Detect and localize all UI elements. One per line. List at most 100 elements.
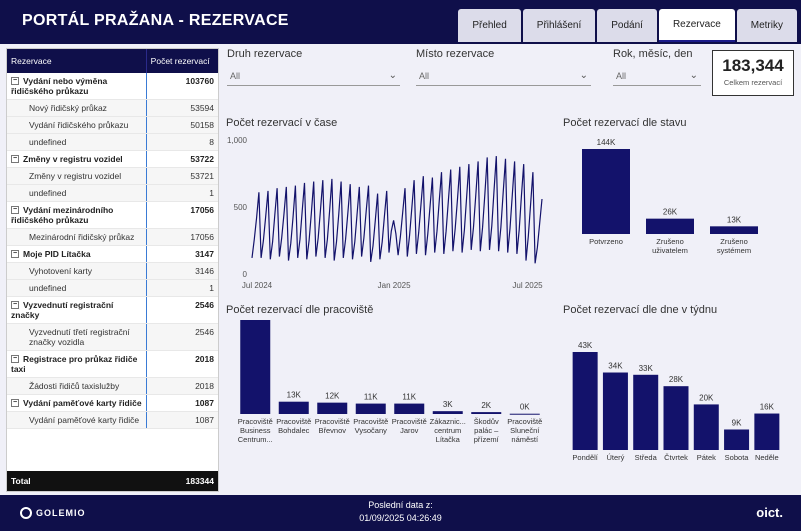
data-label: 43K: [578, 341, 593, 350]
x-tick-label: Jul 2025: [512, 281, 543, 290]
golemio-logo[interactable]: GOLEMIO: [20, 507, 86, 519]
bar: [240, 320, 271, 414]
workplace-chart[interactable]: 131KPracovištěBusinessCentrum...13KPraco…: [236, 320, 566, 495]
table-row[interactable]: Vydání paměťové karty řidiče 1087: [7, 412, 218, 429]
bar: [710, 226, 758, 234]
line-chart[interactable]: 0 500 1,000 Jul 2024 Jan 2025 Jul 2025: [222, 132, 552, 297]
collapse-icon[interactable]: −: [11, 206, 19, 214]
category-label: Středa: [635, 453, 658, 462]
data-label: 11K: [364, 393, 378, 402]
bar: [509, 413, 540, 415]
collapse-icon[interactable]: −: [11, 399, 19, 407]
collapse-icon[interactable]: −: [11, 250, 19, 258]
column-header-pocet[interactable]: Počet rezervací: [145, 49, 218, 73]
bar: [582, 149, 630, 234]
row-value: 1087: [145, 412, 218, 428]
table-group-row[interactable]: − Změny v registru vozidel 53722: [7, 151, 218, 168]
filter-druh-select[interactable]: All ⌄: [227, 66, 400, 86]
table-group-row[interactable]: − Moje PID Lítačka 3147: [7, 246, 218, 263]
golemio-logo-text: GOLEMIO: [36, 508, 86, 518]
status-chart[interactable]: 144K Potvrzeno 26K Zrušeno uživatelem 13K Zruš…: [574, 136, 794, 306]
bar: [394, 403, 425, 414]
data-label: 3K: [443, 400, 453, 409]
filter-misto-select[interactable]: All ⌄: [416, 66, 591, 86]
status-chart-title: Počet rezervací dle stavu: [563, 117, 687, 129]
table-group-row[interactable]: − Registrace pro průkaz řidiče taxi 2018: [7, 351, 218, 378]
table-row[interactable]: Změny v registru vozidel 53721: [7, 168, 218, 185]
data-label: 0K: [520, 403, 530, 412]
category-label: Zákaznic... centrum Lítačka: [430, 417, 466, 444]
filter-rok-value: All: [616, 70, 627, 81]
table-row[interactable]: Vyzvednutí třetí registrační značky vozi…: [7, 324, 218, 351]
row-value: 2546: [145, 324, 218, 350]
filter-rok-select[interactable]: All ⌄: [613, 66, 701, 86]
bar: [754, 413, 780, 450]
tab-prehled[interactable]: Přehled: [458, 9, 521, 42]
row-label: Žádosti řidičů taxislužby: [29, 381, 120, 391]
table-group-row[interactable]: − Vyzvednutí registrační značky 2546: [7, 297, 218, 324]
bar: [278, 401, 309, 414]
row-value: 53721: [145, 168, 218, 184]
workplace-chart-title: Počet rezervací dle pracoviště: [226, 304, 374, 316]
table-row[interactable]: undefined 8: [7, 134, 218, 151]
row-label: Změny v registru vozidel: [29, 171, 122, 181]
row-label: undefined: [29, 137, 67, 147]
row-label: Nový řidičský průkaz: [29, 103, 107, 113]
row-value: 3146: [145, 263, 218, 279]
collapse-icon[interactable]: −: [11, 77, 19, 85]
bar: [633, 374, 659, 450]
oict-logo[interactable]: oict.: [756, 505, 783, 520]
tab-podani[interactable]: Podání: [597, 9, 657, 42]
category-label: Sobota: [725, 453, 750, 462]
tab-metriky[interactable]: Metriky: [736, 9, 797, 42]
table-row[interactable]: Nový řidičský průkaz 53594: [7, 100, 218, 117]
row-label: Vyzvednutí registrační značky: [11, 300, 114, 320]
category-label: Pátek: [697, 453, 716, 462]
category-label: Pracoviště Business Centrum...: [238, 417, 273, 444]
golemio-logo-icon: [20, 507, 32, 519]
row-label: Vydání řidičského průkazu: [29, 120, 129, 130]
row-label: Vydání nebo výměna řidičského průkazu: [11, 76, 108, 96]
category-label: Potvrzeno: [589, 237, 623, 246]
filter-misto: Místo rezervace All ⌄: [416, 48, 591, 86]
tab-rezervace[interactable]: Rezervace: [658, 9, 735, 42]
data-label: 11K: [402, 393, 416, 402]
table-row[interactable]: Vyhotovení karty 3146: [7, 263, 218, 280]
total-value: 183344: [185, 476, 214, 486]
collapse-icon[interactable]: −: [11, 155, 19, 163]
kpi-value: 183,344: [722, 56, 784, 75]
table-row[interactable]: Mezinárodní řidičský průkaz 17056: [7, 229, 218, 246]
row-value: 53722: [145, 151, 218, 167]
table-row[interactable]: Žádosti řidičů taxislužby 2018: [7, 378, 218, 395]
collapse-icon[interactable]: −: [11, 355, 19, 363]
filter-rok-label: Rok, měsíc, den: [613, 48, 693, 60]
table-row[interactable]: undefined 1: [7, 280, 218, 297]
weekday-chart-title: Počet rezervací dle dne v týdnu: [563, 304, 718, 316]
category-label: Pracoviště Bohdalec: [276, 417, 311, 435]
row-value: 50158: [145, 117, 218, 133]
tab-prihlaseni[interactable]: Přihlášení: [522, 9, 596, 42]
bar: [663, 386, 689, 450]
table-header: Rezervace Počet rezervací: [7, 49, 218, 73]
chevron-down-icon: ⌄: [579, 70, 588, 81]
weekday-chart[interactable]: 43K Pondělí 34K Úterý 33K Středa 28K Čtvrtek 20K…: [570, 320, 790, 495]
bar: [471, 412, 502, 414]
table-row[interactable]: Vydání řidičského průkazu 50158: [7, 117, 218, 134]
table-group-row[interactable]: − Vydání mezinárodního řidičského průkazu…: [7, 202, 218, 229]
table-row[interactable]: undefined 1: [7, 185, 218, 202]
category-label: Úterý: [606, 453, 624, 462]
column-header-rezervace[interactable]: Rezervace: [11, 56, 52, 66]
collapse-icon[interactable]: −: [11, 301, 19, 309]
category-label: Čtvrtek: [664, 453, 688, 462]
bar: [432, 411, 463, 414]
filter-druh-label: Druh rezervace: [227, 48, 303, 60]
row-value: 17056: [145, 229, 218, 245]
row-value: 3147: [145, 246, 218, 262]
table-group-row[interactable]: − Vydání paměťové karty řidiče 1087: [7, 395, 218, 412]
row-label: Registrace pro průkaz řidiče taxi: [11, 354, 138, 374]
main-area: Rezervace Počet rezervací − Vydání nebo v…: [0, 44, 801, 495]
row-value: 53594: [145, 100, 218, 116]
filter-misto-value: All: [419, 70, 430, 81]
row-label: undefined: [29, 188, 67, 198]
table-group-row[interactable]: − Vydání nebo výměna řidičského průkazu 10…: [7, 73, 218, 100]
